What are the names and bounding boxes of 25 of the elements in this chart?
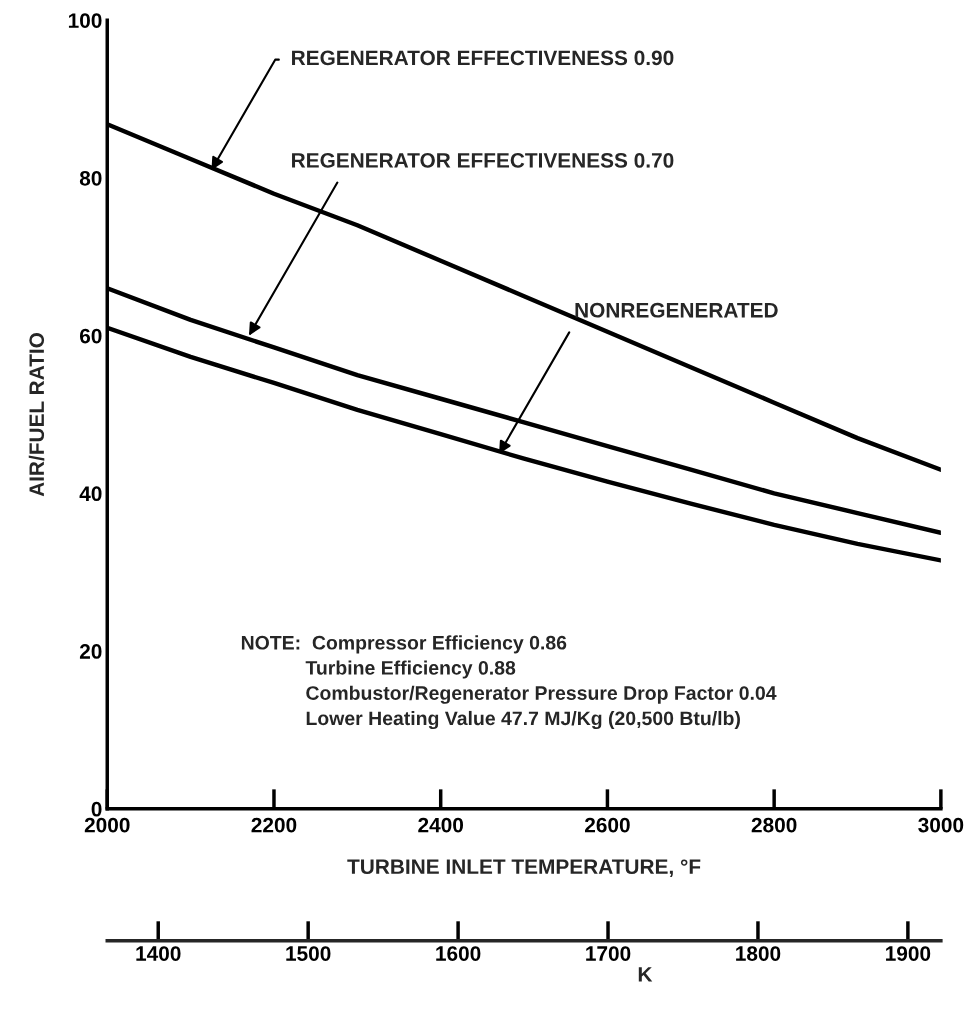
x-tick-label: 2400 <box>418 817 464 833</box>
x2-tick-label: 1400 <box>136 946 181 961</box>
y-tick-label: 0 <box>91 801 102 817</box>
x-axis-title: TURBINE INLET TEMPERATURE, °F <box>347 859 701 878</box>
x-tick-label: 2800 <box>751 817 797 833</box>
x2-tick-label: 1500 <box>286 946 331 961</box>
x2-axis-title: K <box>638 967 653 982</box>
y-axis-title: AIR/FUEL RATIO <box>28 333 45 497</box>
y-tick-label: 40 <box>79 486 102 502</box>
x-tick-label: 2200 <box>251 817 297 833</box>
annotation: REGENERATOR EFFECTIVENESS 0.90 <box>292 50 674 66</box>
x2-tick-label: 1900 <box>886 946 931 961</box>
y-tick-label: 80 <box>79 170 102 186</box>
y-tick-label: 60 <box>79 328 102 344</box>
x2-tick-label: 1800 <box>736 946 781 961</box>
x2-tick-label: 1600 <box>436 946 481 961</box>
y-tick-label: 20 <box>79 644 102 659</box>
x2-tick-label: 1700 <box>586 946 631 961</box>
x-tick-label: 3000 <box>918 817 964 833</box>
y-tick-label: 100 <box>68 13 102 28</box>
annotation: NOTE: Compressor Efficiency 0.86 Turbine Efficiency 0.88 Combustor/Regenerator Pressure Drop Factor 0.04 Lower Heating Value 47.7 MJ/Kg (20,500 Btu/lb) <box>241 635 777 730</box>
annotation: REGENERATOR EFFECTIVENESS 0.70 <box>292 153 674 168</box>
x-tick-label: 2000 <box>84 817 130 833</box>
annotation: NONREGENERATED <box>575 302 778 318</box>
x-tick-label: 2600 <box>584 817 630 833</box>
